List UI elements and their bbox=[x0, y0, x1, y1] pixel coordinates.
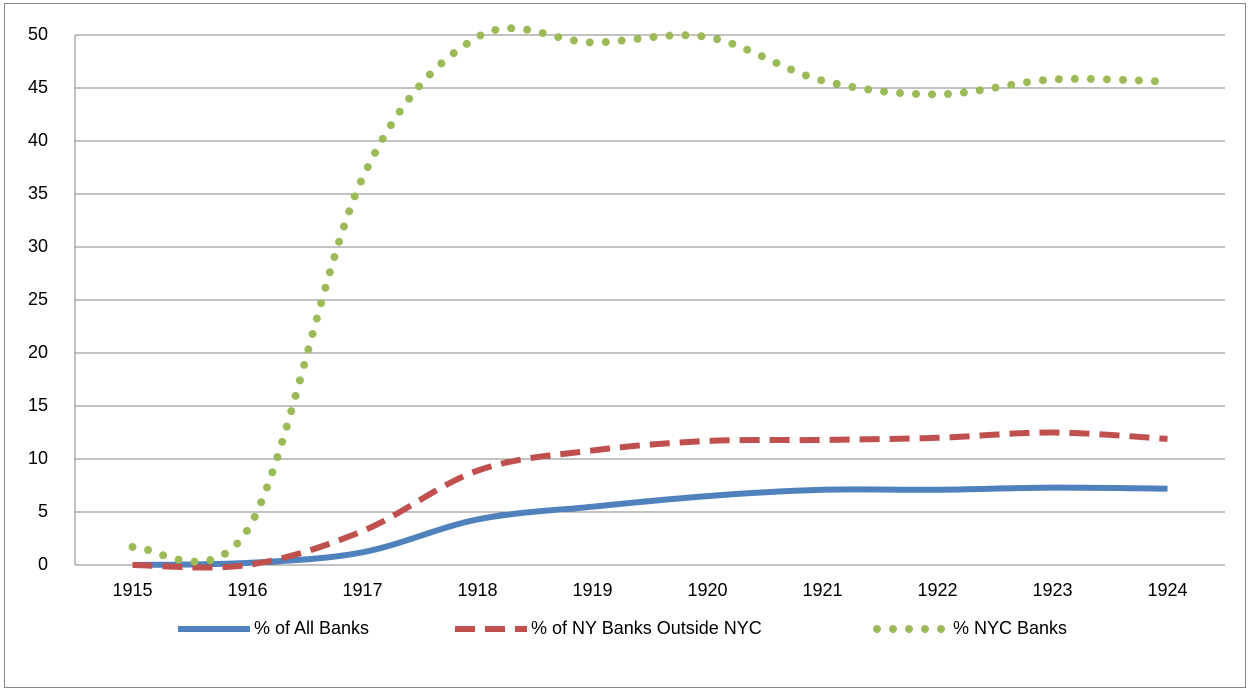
x-tick-label: 1921 bbox=[802, 580, 842, 600]
x-tick-label: 1919 bbox=[572, 580, 612, 600]
y-tick-label: 40 bbox=[28, 130, 48, 150]
legend-label: % of All Banks bbox=[254, 618, 369, 638]
y-tick-label: 35 bbox=[28, 183, 48, 203]
series-line bbox=[132, 484, 1168, 568]
x-tick-label: 1922 bbox=[917, 580, 957, 600]
x-tick-label: 1916 bbox=[227, 580, 267, 600]
series-line bbox=[132, 429, 1168, 571]
x-tick-label: 1920 bbox=[687, 580, 727, 600]
y-tick-label: 45 bbox=[28, 77, 48, 97]
chart-border bbox=[4, 3, 1246, 688]
x-tick-label: 1918 bbox=[457, 580, 497, 600]
x-tick-label: 1924 bbox=[1147, 580, 1187, 600]
y-tick-label: 0 bbox=[38, 554, 48, 574]
y-tick-label: 15 bbox=[28, 395, 48, 415]
y-tick-label: 5 bbox=[38, 501, 48, 521]
x-tick-label: 1915 bbox=[112, 580, 152, 600]
legend-label: % of NY Banks Outside NYC bbox=[531, 618, 762, 638]
y-tick-label: 10 bbox=[28, 448, 48, 468]
y-tick-label: 20 bbox=[28, 342, 48, 362]
x-tick-label: 1917 bbox=[342, 580, 382, 600]
y-tick-label: 30 bbox=[28, 236, 48, 256]
x-tick-label: 1923 bbox=[1032, 580, 1072, 600]
legend-label: % NYC Banks bbox=[953, 618, 1067, 638]
series-line bbox=[128, 24, 1172, 566]
y-tick-label: 50 bbox=[28, 24, 48, 44]
y-tick-label: 25 bbox=[28, 289, 48, 309]
